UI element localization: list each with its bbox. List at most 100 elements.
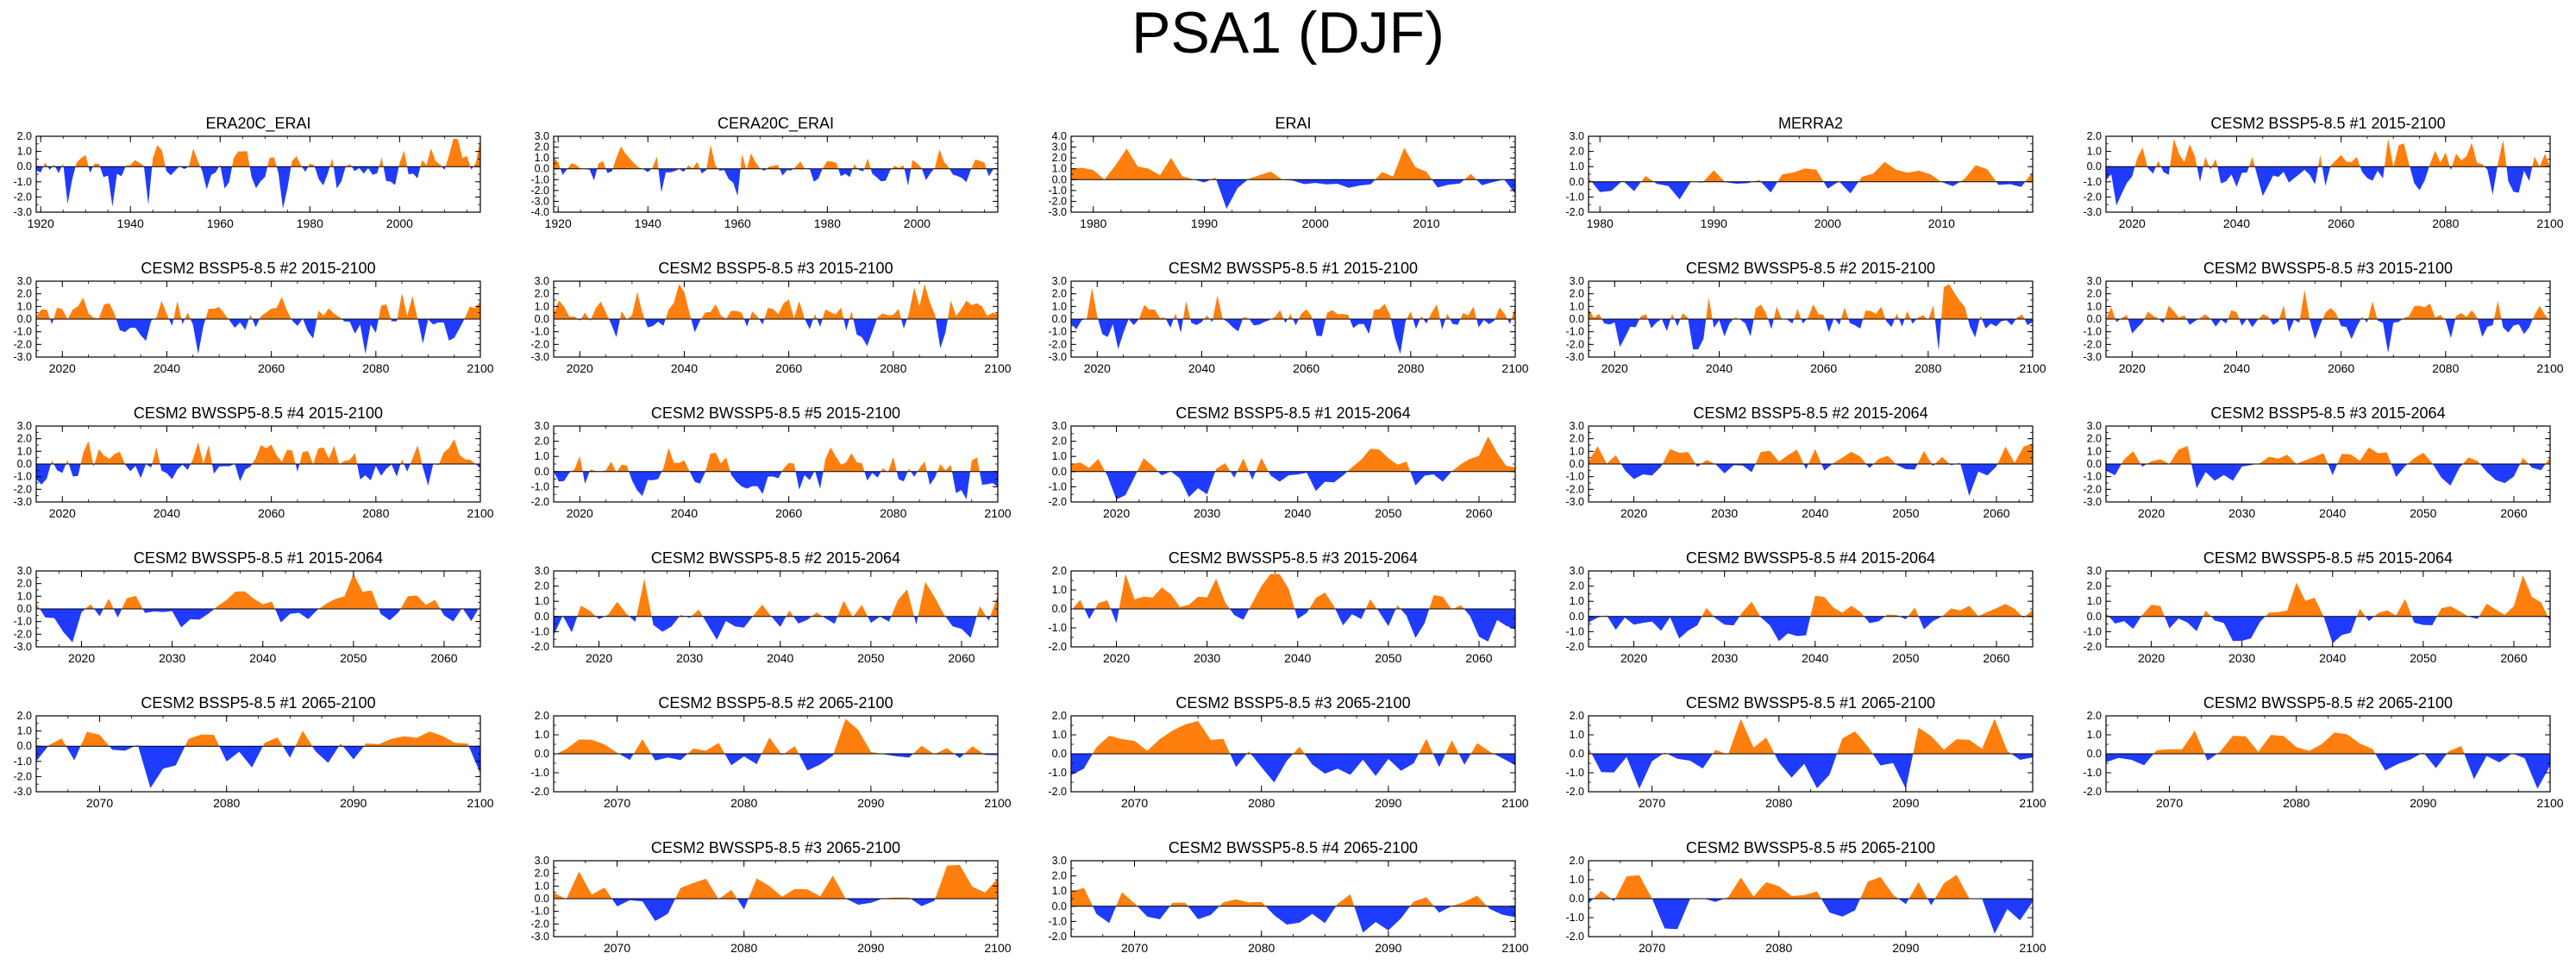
panel-title: CESM2 BWSSP5-8.5 #3 2015-2100 — [2203, 260, 2453, 277]
x-tick-label: 2070 — [2156, 796, 2183, 810]
y-tick-label: -2.0 — [2083, 786, 2102, 798]
y-tick-label: -2.0 — [530, 185, 549, 197]
y-tick-label: -4.0 — [530, 206, 549, 218]
y-tick-label: 3.0 — [1570, 420, 1584, 432]
x-tick-label: 2100 — [984, 796, 1011, 810]
panel-25: CESM2 BWSSP5-8.5 #2 2065-2100 2.0 1.0 0.0 -1… — [2083, 694, 2563, 810]
x-tick-label: 2060 — [948, 651, 975, 665]
y-tick-label: -2.0 — [1565, 206, 1584, 218]
y-tick-label: 3.0 — [535, 420, 549, 432]
y-tick-label: 0.0 — [535, 466, 549, 478]
x-tick-label: 2080 — [2432, 361, 2459, 375]
positive-anomaly-area — [36, 439, 480, 464]
x-tick-label: 2070 — [604, 941, 630, 955]
negative-anomaly-area — [36, 746, 480, 788]
y-tick-label: 1.0 — [1570, 729, 1584, 741]
y-tick-label: -1.0 — [13, 326, 32, 338]
y-tick-label: 1.0 — [1052, 584, 1067, 596]
x-tick-label: 2060 — [2328, 216, 2354, 230]
y-tick-label: -3.0 — [2083, 206, 2102, 218]
y-tick-label: 0.0 — [17, 458, 32, 470]
x-tick-label: 2060 — [1810, 361, 1837, 375]
y-tick-label: -1.0 — [13, 471, 32, 483]
x-tick-label: 2080 — [1915, 361, 1941, 375]
panel-title: CESM2 BWSSP5-8.5 #4 2015-2100 — [134, 404, 383, 422]
y-tick-label: 1.0 — [1570, 160, 1584, 172]
positive-anomaly-area — [1589, 875, 2033, 899]
y-tick-label: 1.0 — [1052, 300, 1067, 312]
panel-title: CESM2 BWSSP5-8.5 #2 2065-2100 — [2203, 694, 2453, 712]
panel-title: CESM2 BSSP5-8.5 #2 2015-2064 — [1693, 404, 1927, 422]
x-tick-label: 2100 — [467, 796, 493, 810]
x-tick-label: 2090 — [2410, 796, 2436, 810]
panel-title: CESM2 BWSSP5-8.5 #1 2065-2100 — [1686, 694, 1935, 712]
x-tick-label: 2040 — [154, 361, 180, 375]
panel-19: CESM2 BWSSP5-8.5 #4 2015-2064 3.0 2.0 1.0 0.… — [1565, 549, 2034, 665]
x-tick-label: 1980 — [814, 216, 841, 230]
x-tick-label: 2000 — [1302, 216, 1329, 230]
y-tick-label: -1.0 — [2083, 326, 2102, 338]
y-tick-label: -2.0 — [1048, 338, 1067, 350]
y-tick-label: 0.0 — [1570, 458, 1584, 470]
y-tick-label: -3.0 — [13, 641, 32, 653]
x-tick-label: 2100 — [2019, 941, 2046, 955]
y-tick-label: -1.0 — [1565, 326, 1584, 338]
y-tick-label: -2.0 — [530, 641, 549, 653]
y-tick-label: 1.0 — [535, 450, 549, 462]
x-tick-label: 2090 — [340, 796, 367, 810]
y-tick-label: -1.0 — [1048, 326, 1067, 338]
panel-title: CESM2 BSSP5-8.5 #3 2015-2100 — [658, 260, 893, 277]
x-tick-label: 2080 — [2432, 216, 2459, 230]
x-tick-label: 2010 — [1413, 216, 1439, 230]
x-tick-label: 2060 — [1983, 506, 2009, 520]
y-tick-label: -2.0 — [1565, 641, 1584, 653]
y-tick-label: 2.0 — [1052, 870, 1067, 882]
x-tick-label: 2060 — [1293, 361, 1319, 375]
positive-anomaly-area — [1071, 436, 1515, 472]
positive-anomaly-area — [36, 574, 480, 609]
x-tick-label: 2090 — [857, 941, 884, 955]
x-tick-label: 2050 — [2410, 651, 2436, 665]
y-tick-label: -2.0 — [2083, 338, 2102, 350]
y-tick-label: 3.0 — [535, 130, 549, 142]
y-tick-label: -2.0 — [13, 628, 32, 640]
positive-anomaly-area — [1589, 284, 2033, 319]
y-tick-label: 0.0 — [1052, 900, 1067, 912]
y-tick-label: 2.0 — [535, 868, 549, 880]
positive-anomaly-area — [36, 293, 480, 319]
panel-16: CESM2 BWSSP5-8.5 #1 2015-2064 3.02.01.00.… — [13, 549, 481, 665]
negative-anomaly-area — [1589, 899, 2033, 934]
x-tick-label: 2040 — [767, 651, 793, 665]
y-tick-label: -2.0 — [13, 770, 32, 782]
y-tick-label: -3.0 — [2083, 351, 2102, 363]
negative-anomaly-area — [36, 464, 480, 486]
negative-anomaly-area — [1589, 616, 2033, 642]
y-tick-label: -2.0 — [2083, 641, 2102, 653]
positive-anomaly-area — [2106, 446, 2550, 464]
negative-anomaly-area — [36, 319, 480, 354]
panel-28: CESM2 BWSSP5-8.5 #5 2065-2100 2.0 1.0 0.0 -1… — [1565, 839, 2046, 955]
panel-12: CESM2 BWSSP5-8.5 #5 2015-2100 3.0 2.0 1.0 0.… — [530, 404, 1011, 520]
y-tick-label: 0.0 — [1052, 173, 1067, 185]
y-tick-label: -2.0 — [1048, 931, 1067, 943]
panel-title: CESM2 BWSSP5-8.5 #5 2015-2064 — [2203, 549, 2453, 567]
panel-title: ERA20C_ERAI — [205, 115, 310, 133]
x-tick-label: 1980 — [1587, 216, 1614, 230]
y-tick-label: 3.0 — [2087, 275, 2102, 287]
y-tick-label: 2.0 — [17, 578, 32, 590]
positive-anomaly-area — [36, 731, 480, 747]
x-tick-label: 2050 — [340, 651, 367, 665]
x-tick-label: 2080 — [1765, 941, 1792, 955]
y-tick-label: 0.0 — [2087, 313, 2102, 325]
x-tick-label: 2060 — [2328, 361, 2354, 375]
x-tick-label: 2100 — [2019, 796, 2046, 810]
x-tick-label: 2100 — [2536, 216, 2563, 230]
negative-anomaly-area — [2106, 754, 2550, 789]
y-tick-label: -2.0 — [1048, 641, 1067, 653]
y-tick-label: -1.0 — [2083, 471, 2102, 483]
y-tick-label: 1.0 — [2087, 300, 2102, 312]
x-tick-label: 2090 — [1892, 796, 1919, 810]
x-tick-label: 2070 — [604, 796, 630, 810]
y-tick-label: 1.0 — [2087, 729, 2102, 741]
x-tick-label: 2040 — [1706, 361, 1733, 375]
